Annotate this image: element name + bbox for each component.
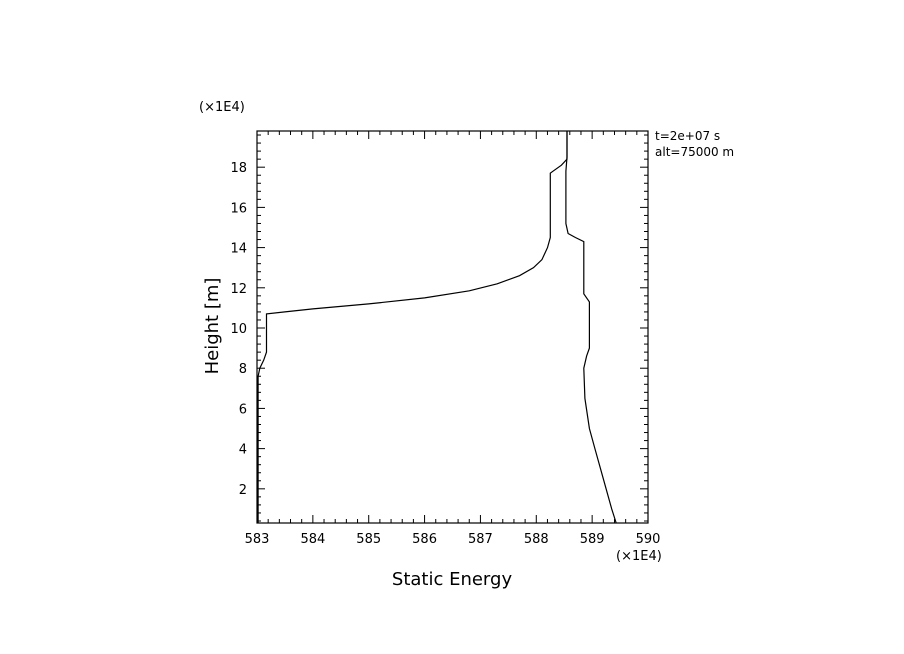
x-axis-title: Static Energy xyxy=(392,569,513,590)
plot-frame xyxy=(256,130,649,524)
y-tick-label: 8 xyxy=(239,362,247,377)
y-axis-title: Height [m] xyxy=(202,278,223,375)
x-tick-label: 590 xyxy=(636,532,661,547)
x-tick-label: 589 xyxy=(580,532,605,547)
y-axis-ticks: 2 4 6 8 10 12 14 16 18 xyxy=(230,134,648,522)
series-line-1 xyxy=(257,131,568,523)
x-tick-label: 587 xyxy=(468,532,493,547)
time-annotation: t=2e+07 s xyxy=(655,129,720,143)
y-tick-label: 10 xyxy=(230,322,247,337)
x-tick-label: 583 xyxy=(245,532,270,547)
y-tick-label: 18 xyxy=(230,161,247,176)
y-tick-label: 14 xyxy=(230,242,247,257)
y-axis-scale-label: (×1E4) xyxy=(199,100,245,115)
altitude-annotation: alt=75000 m xyxy=(655,145,734,159)
x-axis-scale-label: (×1E4) xyxy=(616,549,662,564)
x-tick-label: 585 xyxy=(356,532,381,547)
y-tick-label: 16 xyxy=(230,201,247,216)
x-tick-label: 586 xyxy=(412,532,437,547)
x-tick-label: 588 xyxy=(524,532,549,547)
y-tick-label: 6 xyxy=(239,402,247,417)
series-layer xyxy=(257,131,617,524)
plot-border xyxy=(256,130,649,524)
series-line-2 xyxy=(565,131,617,524)
y-tick-label: 12 xyxy=(230,282,247,297)
y-tick-label: 4 xyxy=(239,443,247,458)
x-axis-ticks: 583 584 585 586 587 588 589 590 xyxy=(245,131,661,547)
y-tick-label: 2 xyxy=(239,483,247,498)
x-tick-label: 584 xyxy=(300,532,325,547)
